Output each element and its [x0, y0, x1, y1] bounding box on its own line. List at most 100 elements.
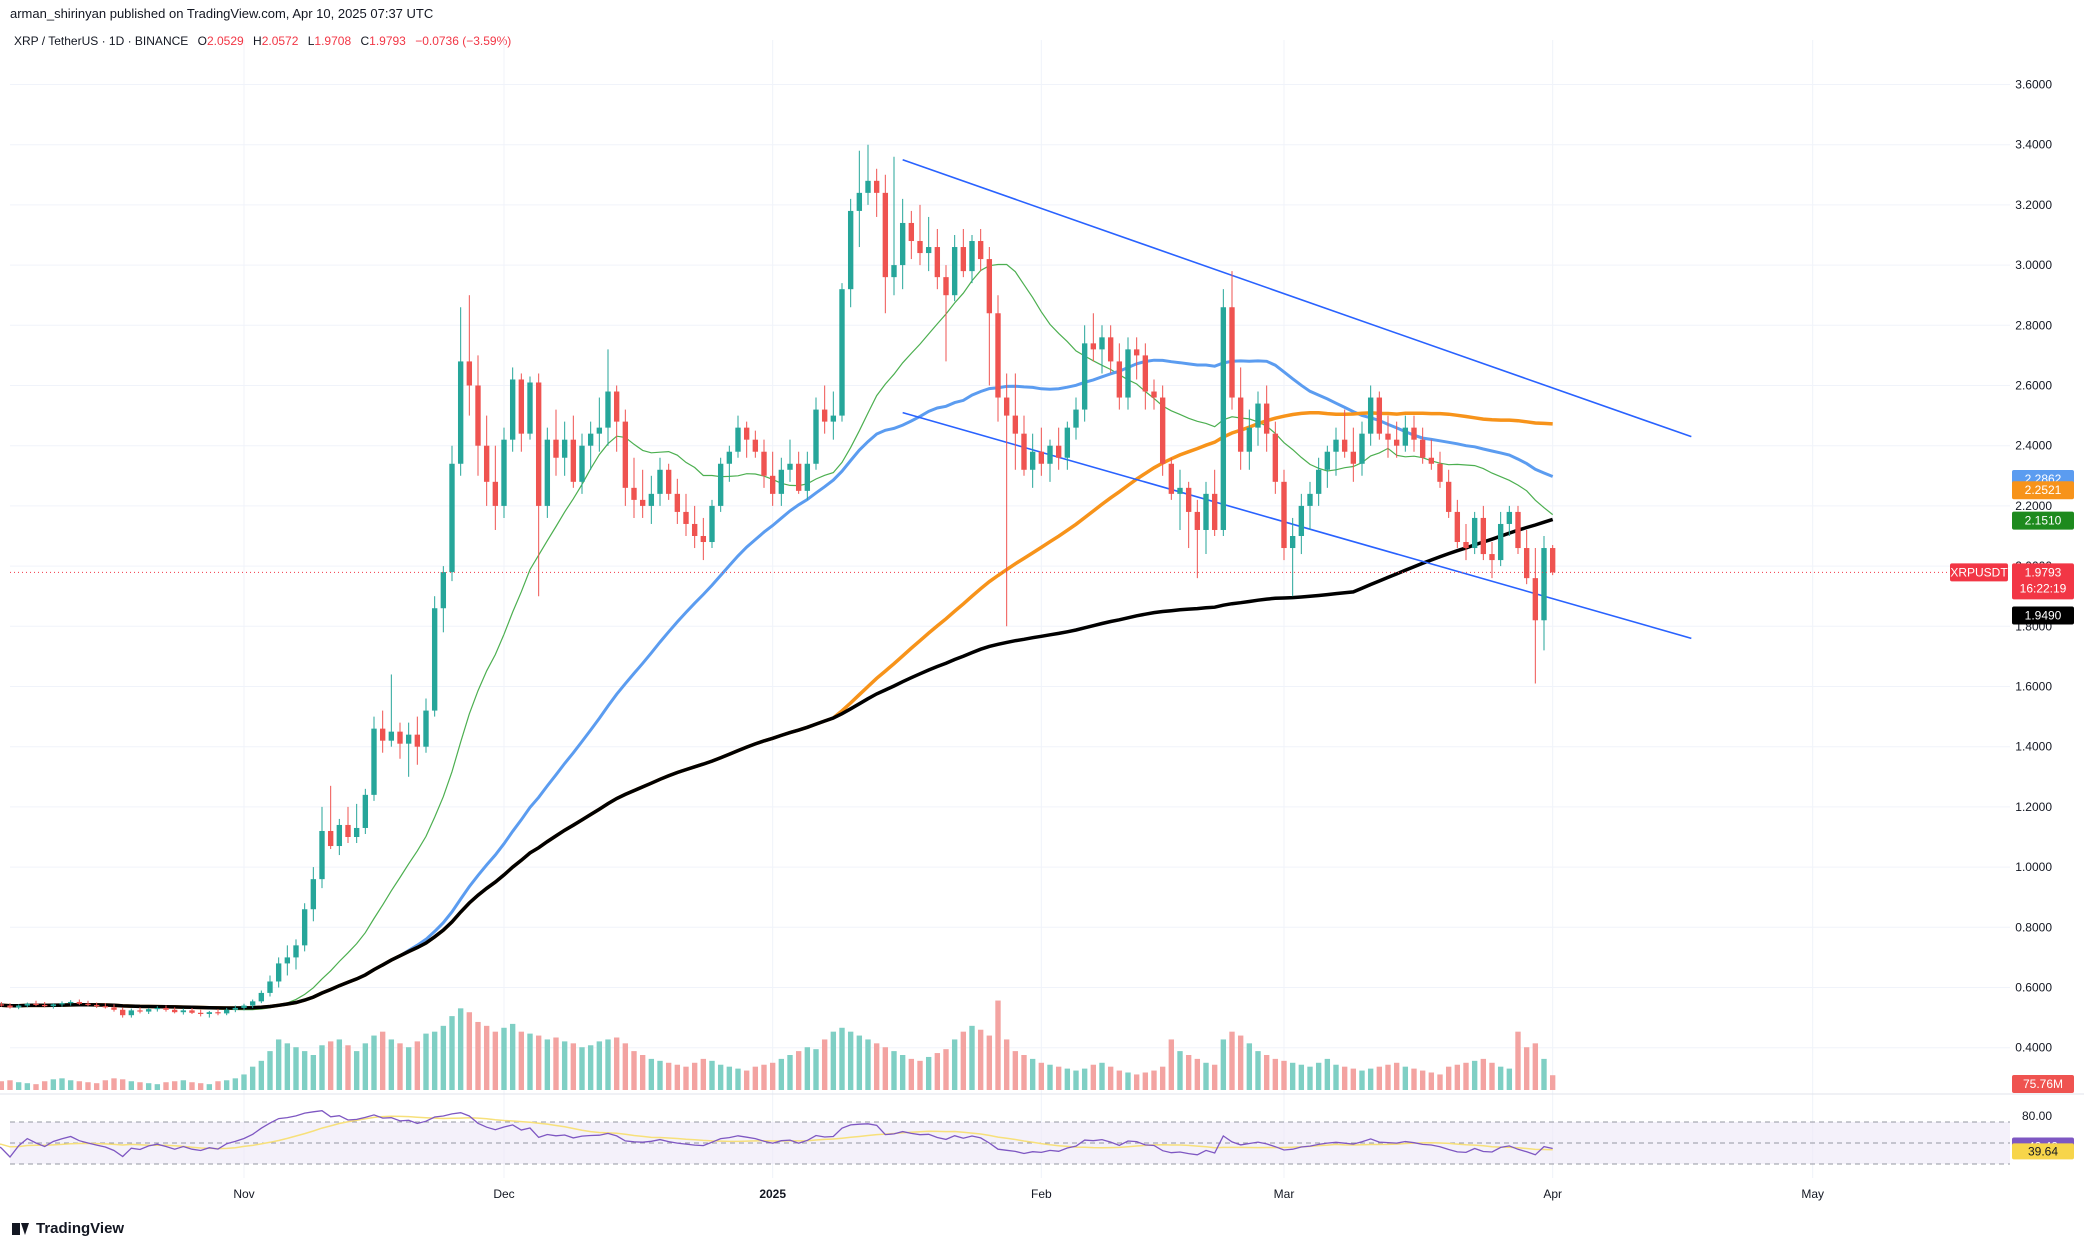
candle-body: [319, 830, 325, 880]
candle-body: [873, 180, 880, 193]
volume-bar: [7, 1080, 13, 1090]
volume-bar: [414, 1041, 421, 1090]
candle-body: [128, 1010, 135, 1016]
candle-body: [1437, 463, 1443, 482]
candle-body: [1480, 517, 1487, 555]
candle-body: [648, 493, 655, 506]
volume-bar: [934, 1053, 941, 1090]
volume-bar: [1307, 1066, 1313, 1090]
candle-body: [1237, 397, 1244, 452]
low-label: L: [307, 34, 315, 48]
ma-badge: 2.2521: [2025, 483, 2062, 497]
volume-bar: [882, 1047, 889, 1090]
volume-bar: [397, 1043, 403, 1090]
close-value: 1.9793: [369, 34, 406, 48]
volume-bar: [821, 1039, 828, 1090]
candle-body: [951, 247, 958, 296]
volume-bar: [830, 1031, 837, 1090]
ma-badge-bg: [2012, 481, 2074, 500]
candle-body: [1393, 439, 1400, 446]
candle-body: [345, 824, 351, 837]
candle-body: [605, 391, 611, 428]
volume-bar: [1133, 1074, 1140, 1090]
volume-bar: [267, 1051, 273, 1090]
candle-body: [587, 433, 594, 446]
candle-body: [180, 1010, 187, 1013]
price-tick-label: 2.8000: [2015, 318, 2052, 332]
volume-bar: [1159, 1066, 1166, 1090]
volume-bar: [353, 1051, 360, 1090]
candle-body: [1359, 433, 1365, 464]
tradingview-brand[interactable]: TradingView: [12, 1220, 124, 1237]
candle-body: [1333, 439, 1339, 452]
candle-body: [50, 1004, 57, 1007]
volume-bar: [1116, 1070, 1123, 1090]
volume-bar: [1333, 1064, 1339, 1090]
candle-body: [371, 728, 377, 795]
ma-200-line: [0, 517, 1554, 1010]
volume-bar: [561, 1041, 568, 1090]
volume-bar: [778, 1058, 785, 1090]
candle-body: [1532, 578, 1539, 621]
candle-body: [414, 734, 421, 747]
candle-body: [1125, 349, 1131, 398]
candle-body: [1142, 355, 1149, 392]
candle-body: [1489, 554, 1495, 561]
volume-bar: [509, 1023, 516, 1090]
volume-bar: [1246, 1043, 1253, 1090]
time-tick-label: Dec: [493, 1187, 514, 1201]
candle-body: [1211, 493, 1218, 530]
volume-bar: [535, 1035, 542, 1090]
volume-bar: [85, 1082, 91, 1090]
candle-body: [336, 824, 343, 847]
volume-bar: [665, 1062, 672, 1090]
symbol-name[interactable]: XRP / TetherUS · 1D · BINANCE: [14, 34, 189, 48]
time-axis[interactable]: Nov Dec 2025 Feb Mar Apr May: [233, 1187, 1824, 1201]
candle-body: [1411, 427, 1417, 440]
volume-bar: [1099, 1062, 1105, 1090]
candle-body: [206, 1012, 213, 1014]
candle-body: [1220, 307, 1227, 530]
candle-body: [197, 1012, 204, 1014]
candle-body: [85, 1003, 91, 1005]
candle-body: [267, 981, 273, 993]
volume-bar: [1541, 1058, 1547, 1090]
volume-bar: [899, 1055, 906, 1090]
volume-bar: [275, 1039, 282, 1090]
candle-body: [1298, 505, 1305, 536]
candle-body: [258, 992, 265, 1002]
candle-body: [1515, 511, 1521, 549]
volume-bars: [0, 1000, 1556, 1090]
price-axis[interactable]: 3.6000 3.4000 3.2000 3.0000 2.8000 2.6000 2.40…: [2015, 78, 2052, 1124]
candle-body: [440, 572, 447, 609]
candle-body: [457, 361, 464, 464]
candle-body: [466, 361, 473, 386]
candle-body: [284, 957, 291, 964]
candle-body: [986, 259, 993, 314]
time-tick-label: Nov: [233, 1187, 254, 1201]
volume-bar: [206, 1084, 213, 1090]
volume-bar: [596, 1041, 603, 1090]
time-tick-label: Apr: [1543, 1187, 1562, 1201]
volume-bar: [1047, 1064, 1053, 1090]
candle-body: [232, 1007, 239, 1010]
candle-body: [163, 1007, 169, 1010]
candle-body: [839, 289, 845, 416]
candle-body: [596, 427, 603, 434]
candle-body: [613, 391, 620, 422]
volume-bar: [622, 1043, 629, 1090]
candle-body: [544, 439, 551, 506]
volume-bar: [50, 1079, 57, 1090]
candle-body: [1194, 511, 1201, 530]
volume-bar: [33, 1084, 39, 1090]
volume-bar: [501, 1027, 507, 1090]
candle-body: [891, 265, 897, 278]
volume-bar: [657, 1060, 663, 1090]
volume-bar: [700, 1058, 707, 1090]
volume-bar: [449, 1016, 455, 1090]
price-tick-label: 3.6000: [2015, 78, 2052, 92]
candle-body: [405, 734, 412, 744]
volume-bar: [1281, 1060, 1287, 1090]
